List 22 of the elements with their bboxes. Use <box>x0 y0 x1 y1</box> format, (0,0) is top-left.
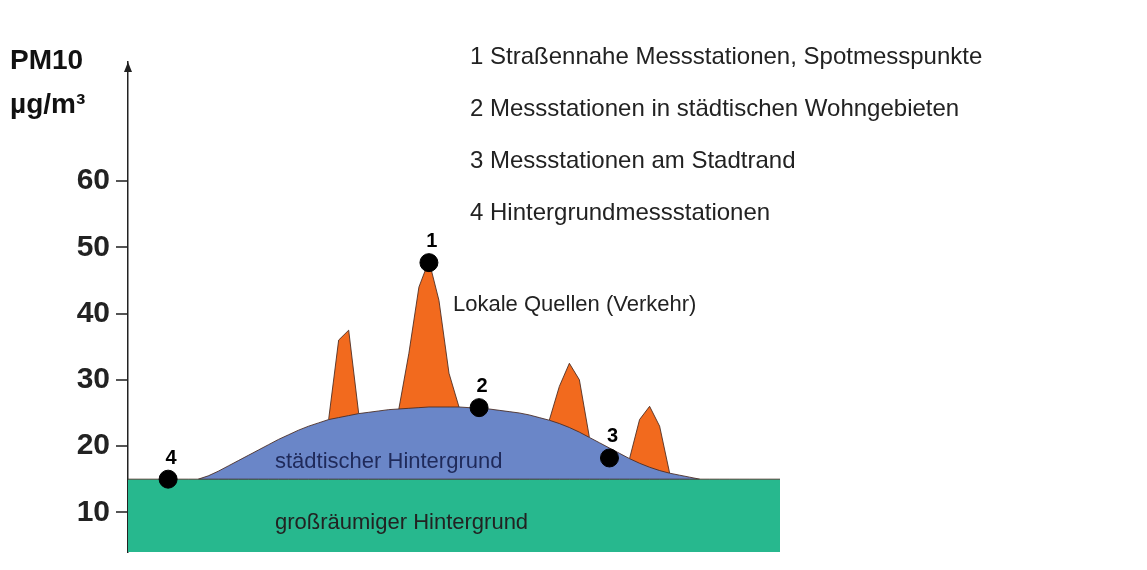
annotation: 2 Messstationen in städtischen Wohngebieten <box>470 93 961 123</box>
annotation: Lokale Quellen (Verkehr) <box>453 291 697 317</box>
y-axis-title: PM10 µg/m³ <box>10 43 87 121</box>
point <box>469 398 489 418</box>
series-label: 3 <box>606 424 619 447</box>
y-tick-label: 40 <box>76 294 110 328</box>
y-tick-label: 50 <box>76 228 110 262</box>
y-tick-label: 30 <box>76 361 110 395</box>
annotation: 1 Straßennahe Messstationen, Spotmesspunkte <box>470 41 983 71</box>
point <box>599 448 619 468</box>
series-label: 1 <box>426 229 438 252</box>
y-tick-label: 60 <box>76 162 110 196</box>
y-tick-label: 10 <box>76 493 110 527</box>
annotation: großräumiger Hintergrund <box>275 509 529 535</box>
annotation: 3 Messstationen am Stadtrand <box>470 145 797 175</box>
annotation: 4 Hintergrundmessstationen <box>470 197 772 227</box>
series-label: 2 <box>476 374 488 397</box>
point <box>419 253 439 273</box>
point <box>158 469 178 489</box>
y-tick-label: 20 <box>76 427 110 461</box>
series-label: 4 <box>165 445 178 468</box>
annotation: städtischer Hintergrund <box>275 448 503 474</box>
